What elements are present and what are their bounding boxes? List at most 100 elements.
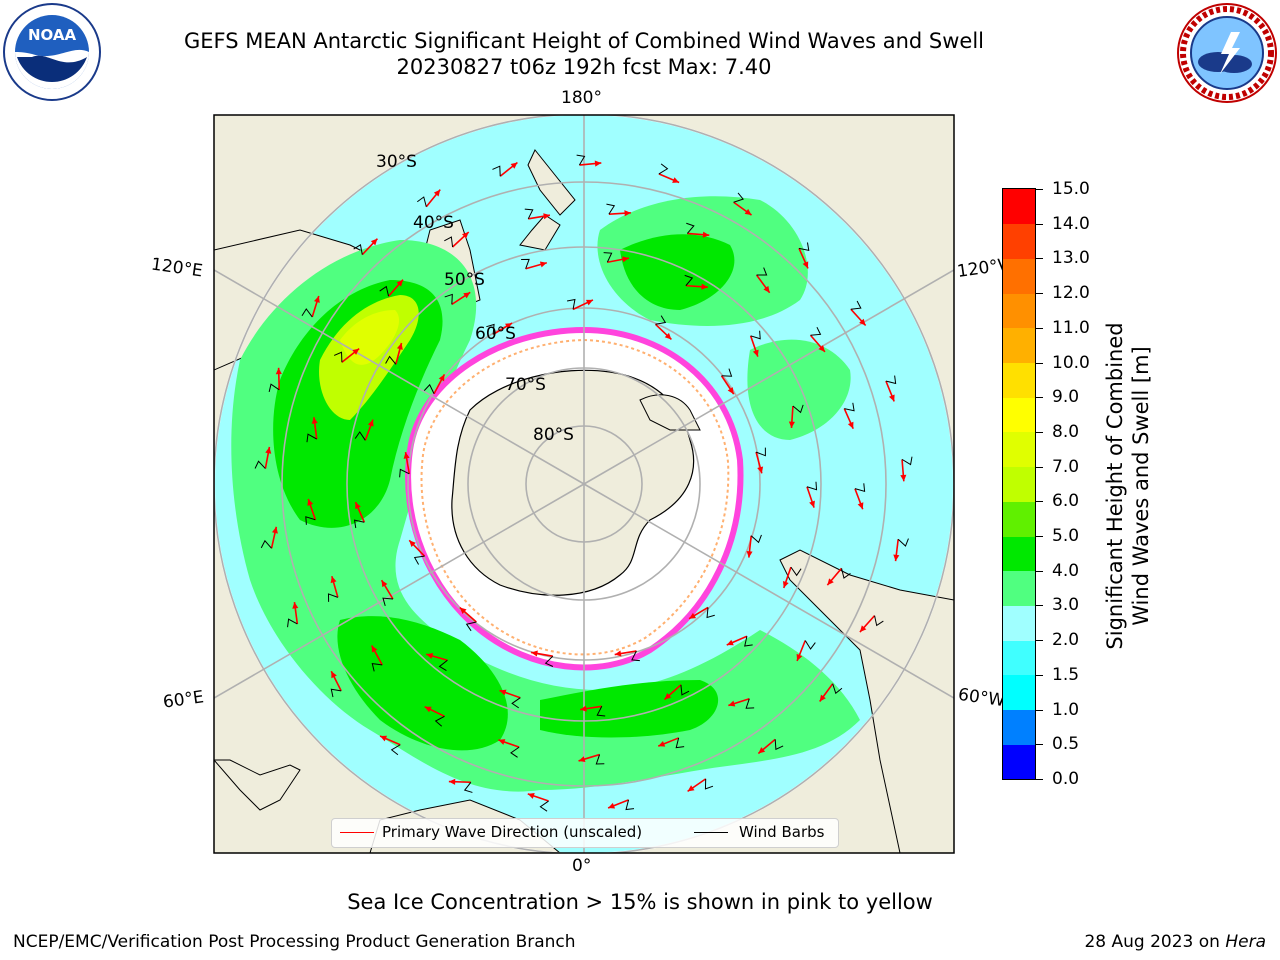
wind-barb — [268, 383, 280, 393]
colorbar-tick-mark — [1036, 605, 1043, 607]
wind-barb — [353, 243, 363, 255]
footer-machine: Hera — [1225, 932, 1266, 952]
colorbar-tick-label: 5.0 — [1052, 526, 1080, 547]
wind-barb — [792, 404, 804, 414]
colorbar-tick-label: 6.0 — [1052, 491, 1080, 512]
madagascar-land — [214, 759, 301, 811]
wind-barb — [721, 368, 733, 377]
wind-barb — [390, 744, 401, 756]
wave-arrow-head — [796, 653, 803, 661]
wave-arrow-head — [687, 785, 695, 792]
wind-barb — [750, 330, 761, 340]
colorbar-segment — [1003, 431, 1035, 468]
nws-logo — [1177, 3, 1277, 103]
wind-barb — [804, 640, 816, 650]
colorbar-segment — [1003, 501, 1035, 537]
wave-arrow-head — [893, 554, 900, 562]
wave-arrow-head — [527, 793, 535, 799]
wave-arrow-head — [403, 452, 410, 459]
colorbar-segment — [1003, 570, 1035, 606]
wave-arrow-head — [827, 578, 834, 586]
wave-arrow-head — [726, 639, 734, 646]
colorbar-tick-mark — [1036, 536, 1043, 538]
wind-barb — [434, 715, 445, 727]
colorbar-title-line2: Wind Waves and Swell [m] — [1129, 346, 1153, 626]
legend-wind-label: Wind Barbs — [739, 823, 825, 841]
wind-barb — [686, 222, 695, 234]
wave-arrow-head — [331, 671, 337, 679]
colorbar-tick-mark — [1036, 362, 1043, 364]
colorbar-tick-mark — [1036, 744, 1043, 746]
wave-arrow-head — [859, 318, 866, 326]
colorbar-segment — [1003, 466, 1035, 502]
wave-arrow-head — [758, 747, 766, 754]
wind-barb — [680, 684, 690, 696]
colorbar-segment — [1003, 362, 1035, 398]
wind-barb — [353, 519, 365, 529]
wind-barb — [301, 308, 313, 318]
wave-arrow-head — [746, 551, 753, 558]
wave-arrow-head — [531, 650, 538, 657]
wave-arrow-head — [763, 285, 770, 293]
wind-barb — [733, 192, 744, 203]
wind-barb — [631, 650, 640, 662]
wave-arrow-head — [265, 446, 272, 454]
wave-arrow-head — [744, 208, 752, 216]
wind-barb — [413, 555, 425, 565]
legend-wave-label: Primary Wave Direction (unscaled) — [382, 823, 643, 841]
wind-barb — [305, 516, 316, 525]
colorbar-segment — [1003, 605, 1035, 641]
wave-arrow-head — [459, 607, 467, 614]
wave-arrow-head — [614, 650, 622, 657]
wave-arrow-head — [462, 232, 469, 239]
wave-arrow-head — [672, 177, 680, 183]
wind-barb — [810, 326, 822, 336]
lat-label-50s: 50°S — [444, 270, 485, 290]
wind-barb — [444, 293, 453, 305]
colorbar-segment — [1003, 327, 1035, 364]
wave-arrow-head — [355, 502, 361, 510]
wind-barb — [330, 688, 342, 698]
footer-date: 28 Aug 2023 on Hera — [1084, 932, 1266, 952]
wave-arrow-head — [381, 580, 388, 588]
colorbar-segment — [1003, 640, 1035, 676]
wave-arrow-head — [543, 213, 550, 220]
wave-arrow-head — [396, 279, 403, 287]
colorbar-tick-label: 13.0 — [1052, 248, 1090, 269]
wind-barb — [416, 196, 427, 207]
wave-arrow-head — [585, 299, 593, 306]
lat-label-70s: 70°S — [505, 375, 546, 395]
colorbar-tick-mark — [1036, 223, 1043, 225]
wind-barb — [755, 447, 766, 457]
colorbar-tick-label: 11.0 — [1052, 317, 1090, 338]
wind-barb — [756, 267, 768, 276]
antarctica-land — [451, 369, 695, 596]
colorbar-tick-label: 8.0 — [1052, 421, 1080, 442]
wave-arrow-head — [809, 500, 815, 508]
wind-barb — [885, 375, 897, 385]
wave-arrow-head — [424, 706, 432, 713]
wave-arrow-head — [608, 802, 616, 809]
wind-barb — [379, 285, 390, 297]
wind-barb — [510, 746, 520, 758]
wind-barb — [658, 163, 669, 175]
wind-barb — [399, 468, 410, 478]
wind-barb — [790, 566, 802, 577]
wind-barb — [333, 351, 343, 363]
colorbar-segment — [1003, 258, 1035, 294]
wave-arrow-head — [352, 348, 360, 355]
wave-arrow-head — [900, 474, 907, 482]
wave-direction-arrows — [254, 154, 913, 812]
wind-barb — [566, 298, 576, 310]
colorbar-tick-label: 1.5 — [1052, 664, 1080, 685]
new-zealand-land — [527, 149, 576, 216]
wind-barb — [327, 593, 339, 602]
wind-barb — [444, 236, 454, 248]
chart-title: GEFS MEAN Antarctic Significant Height o… — [183, 29, 985, 53]
lon-label-180: 180° — [561, 88, 602, 108]
wave-arrow-head — [622, 256, 629, 263]
colorbar-tick-mark — [1036, 397, 1043, 399]
colorbar-segment — [1003, 189, 1035, 225]
sea-ice-note: Sea Ice Concentration > 15% is shown in … — [347, 890, 933, 914]
wave-4m-contour-pacific — [620, 234, 735, 310]
